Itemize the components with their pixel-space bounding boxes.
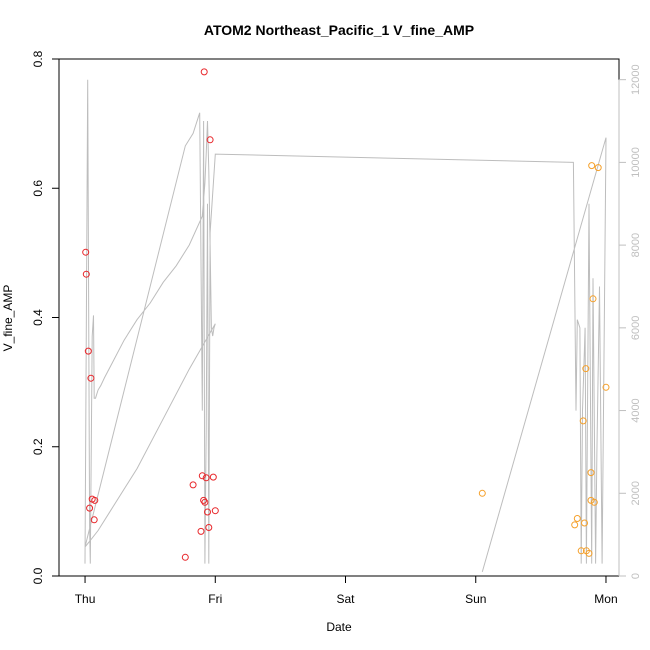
x-tick-label: Mon [594, 592, 617, 606]
secondary-line-layer [84, 79, 607, 573]
y-axis-label: V_fine_AMP [1, 285, 15, 352]
right-tick-label: 10000 [630, 147, 642, 178]
data-point [204, 508, 211, 516]
data-point [582, 365, 590, 373]
data-point [189, 481, 197, 489]
data-point [84, 347, 92, 355]
x-tick-label: Sat [337, 592, 356, 606]
data-point [200, 68, 208, 76]
y-tick-label: 0.2 [31, 438, 45, 455]
x-axis: Thu Fri Sat Sun Mon [75, 575, 618, 606]
data-point [587, 469, 595, 477]
data-point [209, 473, 217, 481]
data-point [581, 519, 588, 527]
data-point [590, 498, 598, 506]
data-point [82, 270, 90, 278]
data-point [577, 547, 585, 555]
y-tick-label: 0.4 [31, 309, 45, 326]
data-point [588, 162, 596, 170]
x-tick-label: Sun [465, 592, 486, 606]
data-point [198, 472, 206, 480]
data-point [573, 515, 581, 522]
y-tick-label: 0.6 [31, 180, 45, 197]
y-tick-label: 0.8 [31, 50, 45, 67]
right-tick-label: 0 [630, 573, 642, 579]
data-point [211, 507, 219, 515]
data-point [90, 516, 98, 524]
y-tick-label: 0.0 [31, 567, 45, 584]
data-point [571, 521, 579, 529]
data-point [589, 295, 597, 303]
data-point [585, 549, 593, 557]
right-tick-label: 4000 [630, 398, 642, 422]
chart-title: ATOM2 Northeast_Pacific_1 V_fine_AMP [204, 22, 474, 38]
x-tick-label: Thu [75, 592, 96, 606]
x-tick-label: Fri [208, 592, 222, 606]
data-point [200, 496, 208, 504]
data-point [206, 136, 214, 144]
right-tick-label: 8000 [630, 233, 642, 257]
y-axis: 0.0 0.2 0.4 0.6 0.8 [31, 50, 59, 584]
right-tick-label: 12000 [630, 64, 642, 95]
data-point [579, 417, 587, 425]
plot-frame [58, 58, 620, 577]
data-point [87, 374, 95, 382]
data-point [201, 498, 209, 506]
data-point [594, 164, 602, 172]
data-point [82, 248, 90, 256]
x-axis-label: Date [326, 620, 352, 634]
data-point [202, 474, 210, 482]
data-point [181, 553, 189, 561]
data-point [91, 496, 99, 504]
data-point [86, 504, 94, 512]
data-point [478, 489, 486, 497]
right-tick-label: 6000 [630, 316, 642, 340]
right-tick-label: 2000 [630, 481, 642, 505]
data-point [602, 383, 610, 391]
right-y-axis: 0 2000 4000 6000 8000 10000 12000 [618, 64, 642, 579]
secondary-series-line [84, 79, 607, 573]
data-point [205, 524, 213, 531]
data-point [197, 527, 205, 535]
points-layer [82, 68, 610, 561]
